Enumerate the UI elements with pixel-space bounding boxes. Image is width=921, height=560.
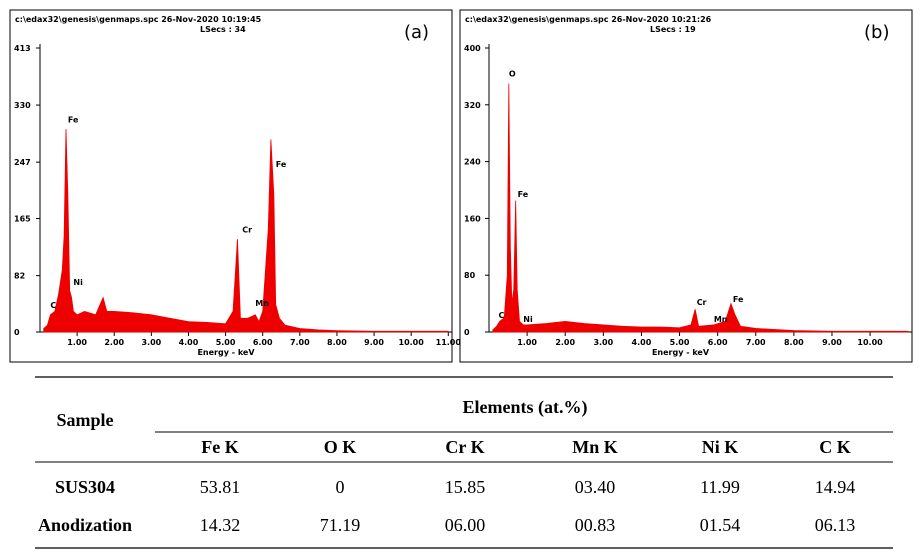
peak-label: Cr <box>242 225 252 234</box>
table-cell: 0 <box>336 477 345 497</box>
panel-label: (b) <box>864 22 889 43</box>
y-tick-label: 160 <box>464 214 481 223</box>
peak-label: Mn <box>714 315 728 324</box>
table-cell: 15.85 <box>445 477 486 497</box>
table-header: Sample <box>56 410 113 430</box>
column-header: O K <box>324 437 357 457</box>
table-cell: 71.19 <box>320 515 361 535</box>
column-header: Mn K <box>572 437 618 457</box>
table-cell: 14.32 <box>200 515 241 535</box>
chart-title: c:\edax32\genesis\genmaps.spc 26-Nov-202… <box>15 15 262 24</box>
peak-label: Ni <box>523 315 533 324</box>
chart-title: c:\edax32\genesis\genmaps.spc 26-Nov-202… <box>465 15 712 24</box>
x-axis-label: Energy - keV <box>652 348 710 357</box>
panel-label: (a) <box>404 22 429 43</box>
peak-label: Cr <box>697 298 707 307</box>
column-header: Fe K <box>201 437 239 457</box>
peak-label: Fe <box>518 190 529 199</box>
peak-label: Fe <box>276 160 287 169</box>
row-header: SUS304 <box>55 477 115 497</box>
column-header: Ni K <box>702 437 739 457</box>
y-tick-label: 82 <box>14 272 25 281</box>
chart-frame <box>9 9 453 363</box>
x-tick-label: 10.00 <box>857 338 883 347</box>
y-tick-label: 240 <box>464 158 481 167</box>
x-tick-label: 7.00 <box>746 338 766 347</box>
row-header: Anodization <box>38 515 132 535</box>
peak-label: C <box>499 311 505 320</box>
x-tick-label: 7.00 <box>290 338 310 347</box>
x-tick-label: 10.00 <box>399 338 425 347</box>
peak-label: C <box>50 301 56 310</box>
x-tick-label: 5.00 <box>670 338 690 347</box>
y-tick-label: 413 <box>14 44 31 53</box>
x-tick-label: 1.00 <box>67 338 87 347</box>
chart-subtitle: LSecs : 34 <box>200 25 246 34</box>
table-header: Elements (at.%) <box>463 397 588 418</box>
x-tick-label: 5.00 <box>216 338 236 347</box>
table-cell: 06.13 <box>815 515 856 535</box>
y-tick-label: 400 <box>464 44 481 53</box>
y-tick-label: 165 <box>14 215 31 224</box>
table-cell: 01.54 <box>700 515 741 535</box>
x-tick-label: 2.00 <box>555 338 575 347</box>
x-tick-label: 4.00 <box>632 338 652 347</box>
y-tick-label: 320 <box>464 101 481 110</box>
x-tick-label: 2.00 <box>104 338 124 347</box>
table-cell: 11.99 <box>700 477 740 497</box>
x-tick-label: 3.00 <box>141 338 161 347</box>
x-tick-label: 3.00 <box>593 338 613 347</box>
table-cell: 00.83 <box>575 515 616 535</box>
peak-label: Mn <box>255 299 269 308</box>
spectrum <box>492 83 909 333</box>
x-tick-label: 9.00 <box>364 338 384 347</box>
table-cell: 06.00 <box>445 515 486 535</box>
y-tick-label: 330 <box>14 101 31 110</box>
x-tick-label: 8.00 <box>327 338 347 347</box>
x-tick-label: 11.00 <box>436 338 462 347</box>
y-tick-label: 80 <box>464 271 476 280</box>
x-tick-label: 1.00 <box>517 338 537 347</box>
table-cell: 53.81 <box>200 477 241 497</box>
chart-frame <box>459 9 913 363</box>
peak-label: Ni <box>73 278 83 287</box>
x-tick-label: 6.00 <box>708 338 728 347</box>
column-header: C K <box>819 437 851 457</box>
x-tick-label: 9.00 <box>822 338 842 347</box>
table-cell: 03.40 <box>575 477 616 497</box>
y-tick-label: 0 <box>464 328 470 337</box>
column-header: Cr K <box>445 437 484 457</box>
spectrum <box>43 129 449 333</box>
x-tick-label: 8.00 <box>784 338 804 347</box>
table-cell: 14.94 <box>815 477 856 497</box>
x-tick-label: 6.00 <box>253 338 273 347</box>
peak-label: Fe <box>68 115 79 124</box>
peak-label: Fe <box>733 295 744 304</box>
x-tick-label: 4.00 <box>179 338 199 347</box>
peak-label: O <box>509 69 516 78</box>
x-axis-label: Energy - keV <box>197 348 255 357</box>
y-tick-label: 247 <box>14 158 31 167</box>
y-tick-label: 0 <box>14 328 20 337</box>
chart-subtitle: LSecs : 19 <box>650 25 696 34</box>
